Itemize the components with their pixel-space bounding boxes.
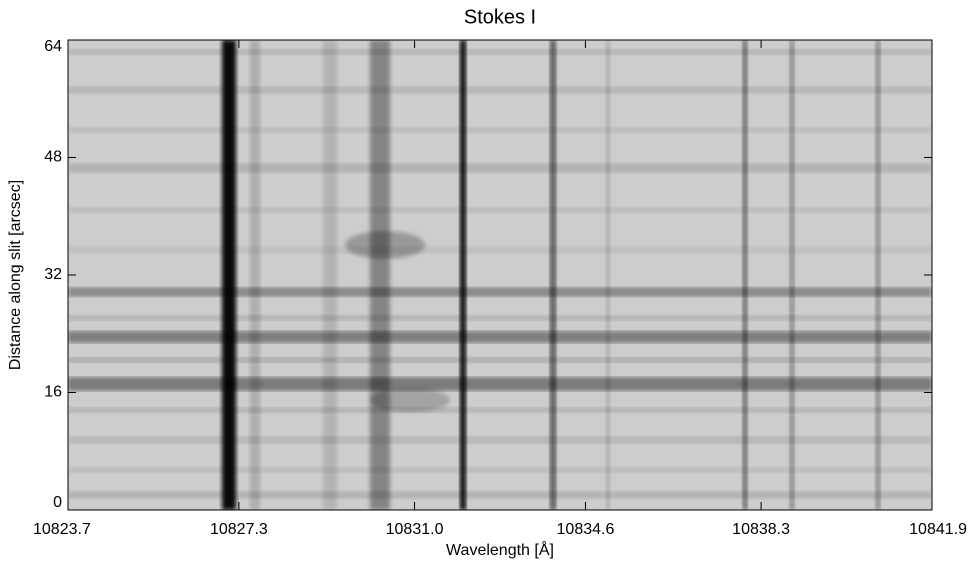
band xyxy=(68,491,932,499)
x-tick-label: 10838.3 xyxy=(732,521,790,538)
band xyxy=(68,49,932,55)
y-tick-label: 48 xyxy=(44,149,62,166)
band xyxy=(68,246,932,254)
x-axis-label: Wavelength [Å] xyxy=(446,540,554,559)
line-feature xyxy=(550,40,556,510)
band xyxy=(68,86,932,94)
x-tick-label: 10823.7 xyxy=(33,521,91,538)
y-tick-label: 32 xyxy=(44,266,62,283)
line-feature xyxy=(875,40,881,510)
band xyxy=(68,207,932,213)
line-feature xyxy=(323,40,337,510)
y-tick-label: 64 xyxy=(44,38,62,55)
band xyxy=(68,436,932,444)
line-feature xyxy=(606,40,610,510)
chart-title: Stokes I xyxy=(464,6,536,28)
band xyxy=(68,357,932,363)
blob xyxy=(345,231,425,259)
x-tick-label: 10841.9 xyxy=(909,521,967,538)
y-tick-label: 16 xyxy=(44,384,62,401)
line-feature xyxy=(222,40,236,510)
y-tick-label: 0 xyxy=(53,494,62,511)
band xyxy=(68,467,932,473)
x-tick-label: 10834.6 xyxy=(557,521,615,538)
band xyxy=(68,287,932,297)
y-axis-label: Distance along slit [arcsec] xyxy=(7,180,24,370)
band xyxy=(68,127,932,133)
band xyxy=(68,315,932,321)
line-feature xyxy=(742,40,748,510)
line-feature xyxy=(370,40,390,510)
line-feature xyxy=(789,40,795,510)
blob xyxy=(370,388,450,412)
x-tick-label: 10827.3 xyxy=(210,521,268,538)
band xyxy=(68,331,932,343)
band xyxy=(68,163,932,173)
line-feature xyxy=(250,40,260,510)
spectral-image xyxy=(68,40,932,510)
x-tick-label: 10831.0 xyxy=(386,521,444,538)
band xyxy=(68,407,932,413)
band xyxy=(68,377,932,391)
line-feature xyxy=(460,40,466,510)
